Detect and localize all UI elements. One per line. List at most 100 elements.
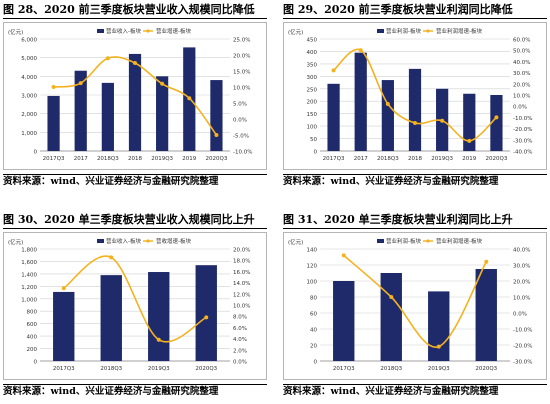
chart-box: 1,800 1,600 1,400 1,200 1,000 800 600 400 200 0 20…	[3, 232, 267, 380]
series-line	[63, 255, 207, 343]
y-tick-label: 0	[34, 150, 38, 156]
y2-tick-label: -20.0%	[513, 344, 532, 350]
legend-line-marker	[426, 29, 430, 33]
y-tick-label: 4,000	[21, 75, 37, 81]
legend-bar-swatch	[97, 29, 104, 33]
y2-tick-label: -30.0%	[513, 360, 532, 366]
line-point	[61, 286, 66, 291]
chart-title: 图 28、2020 前三季度板块营业收入规模同比降低	[3, 2, 267, 19]
bar	[381, 80, 394, 151]
chart-title: 图 29、2020 前三季度板块营业利润同比降低	[283, 2, 547, 19]
y-tick-label: 40	[310, 328, 317, 334]
x-tick-label: 2017Q3	[43, 156, 65, 162]
line-point	[109, 255, 114, 260]
y2-tick-label: 30.0%	[513, 71, 530, 77]
y-tick-label: 250	[307, 87, 318, 93]
line-point	[413, 121, 417, 125]
unit-label: (亿元)	[8, 238, 23, 246]
y2-tick-label: 60.0%	[513, 38, 530, 44]
y-tick-label: 120	[307, 264, 318, 270]
legend-label: 营业利润增速-板块	[436, 237, 482, 245]
y-tick-label: 80	[310, 296, 317, 302]
x-tick-label: 2017	[354, 156, 368, 162]
x-tick-label: 2018Q3	[377, 156, 399, 162]
y2-tick-label: 4.0%	[233, 337, 247, 343]
y2-tick-label: -20.0%	[513, 127, 532, 133]
y-tick-label: 3,000	[21, 94, 37, 100]
y2-tick-label: -10.0%	[513, 116, 532, 122]
y2-tick-label: 50.0%	[513, 49, 530, 55]
y-tick-label: 300	[307, 75, 318, 81]
bar	[327, 83, 340, 151]
y-tick-label: 450	[307, 38, 318, 44]
y2-tick-label: 20.0%	[233, 248, 250, 254]
y2-tick-label: 25.0%	[233, 38, 250, 44]
source-note: 资料来源：wind、兴业证券经济与金融研究院整理	[3, 384, 267, 399]
y2-tick-label: 0.0%	[233, 118, 247, 124]
chart-box: 6,000 5,000 4,000 3,000 2,000 1,000 0 25.0% 20.0…	[3, 22, 267, 170]
line-point	[358, 48, 363, 53]
bar	[195, 265, 217, 361]
y-tick-label: 20	[310, 344, 317, 350]
x-tick-label: 2018	[128, 156, 142, 162]
legend-label: 营收增速-板块	[156, 237, 191, 245]
y2-tick-label: 0.0%	[513, 312, 527, 318]
y-tick-label: 1,000	[21, 297, 37, 303]
y2-tick-label: 14.0%	[233, 281, 250, 287]
legend-label: 营业增速-板块	[156, 27, 191, 35]
y-tick-label: 100	[307, 280, 318, 286]
y-tick-label: 150	[307, 112, 318, 118]
legend-line-marker	[146, 29, 150, 33]
bar	[408, 68, 422, 151]
y-tick-label: 1,400	[21, 272, 37, 278]
y-tick-label: 200	[27, 347, 38, 353]
line-point	[494, 115, 499, 120]
y2-tick-label: 40.0%	[513, 248, 530, 254]
source-note: 资料来源：wind、兴业证券经济与金融研究院整理	[3, 174, 267, 189]
y2-tick-label: 2.0%	[233, 348, 247, 354]
legend-bar-swatch	[377, 29, 384, 33]
y2-tick-label: 6.0%	[233, 326, 247, 332]
x-tick-label: 2020Q3	[486, 156, 508, 162]
line-point	[51, 85, 56, 89]
line-point	[214, 133, 219, 137]
bar	[53, 291, 75, 361]
y2-tick-label: -40.0%	[513, 150, 532, 156]
chart-box: 450 400 350 300 250 200 150 100 50 0 60.0% 50.0% 40.…	[283, 22, 547, 170]
line-point	[160, 81, 165, 86]
y2-tick-label: 0.0%	[233, 360, 247, 366]
y-tick-label: 2,000	[21, 112, 37, 118]
y-tick-label: 0	[314, 360, 318, 366]
y-tick-label: 350	[307, 62, 318, 68]
legend-label: 营业利润增速-板块	[436, 27, 482, 35]
x-tick-label: 2018	[408, 156, 422, 162]
bar	[475, 269, 497, 361]
bar	[490, 95, 503, 151]
x-tick-label: 2018Q3	[380, 366, 402, 372]
legend-bar-swatch	[97, 239, 104, 243]
combo-chart: 6,000 5,000 4,000 3,000 2,000 1,000 0 25.0% 20.0…	[8, 27, 252, 162]
x-tick-label: 2019Q3	[148, 366, 170, 372]
x-tick-label: 2019Q3	[431, 156, 453, 162]
bar	[100, 275, 122, 361]
line-point	[331, 68, 336, 73]
source-note: 资料来源：wind、兴业证券经济与金融研究院整理	[283, 174, 547, 189]
y-tick-label: 6,000	[21, 38, 37, 44]
y2-tick-label: 40.0%	[513, 60, 530, 66]
bar	[428, 291, 450, 361]
line-point	[156, 337, 161, 342]
y2-tick-label: 10.0%	[513, 94, 530, 100]
x-tick-label: 2019Q3	[428, 366, 450, 372]
line-point	[385, 101, 390, 106]
bar	[210, 80, 223, 151]
legend-line-marker	[146, 239, 150, 243]
bar	[128, 53, 142, 151]
bar	[354, 52, 367, 151]
bar	[156, 76, 169, 151]
bar	[463, 93, 476, 151]
y-tick-label: 100	[307, 125, 318, 131]
legend-label: 营业收入-板块	[106, 27, 141, 35]
legend-line-marker	[426, 239, 430, 243]
x-tick-label: 2017Q3	[53, 366, 75, 372]
y2-tick-label: 20.0%	[233, 54, 250, 60]
